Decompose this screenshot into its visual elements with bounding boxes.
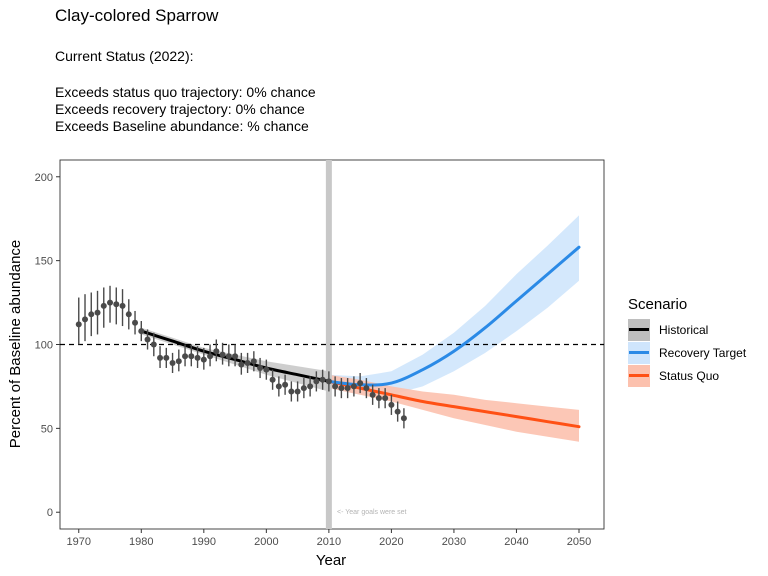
data-point: [307, 383, 314, 390]
data-point: [325, 378, 332, 385]
data-point: [119, 302, 126, 309]
data-point: [319, 376, 326, 383]
data-point: [244, 359, 251, 366]
series-line-recovery-target: [327, 245, 581, 387]
data-point: [219, 351, 226, 358]
data-point: [163, 354, 170, 361]
x-axis-label: Year: [316, 552, 346, 569]
data-point: [150, 341, 157, 348]
data-point: [375, 395, 382, 402]
data-point: [213, 348, 220, 355]
legend-item-historical: Historical: [628, 319, 708, 342]
x-tick-label: 1980: [129, 536, 153, 548]
y-tick-label: 100: [35, 340, 53, 352]
legend-title: Scenario: [628, 296, 688, 313]
data-point: [175, 358, 182, 365]
data-point: [275, 383, 282, 390]
data-point: [350, 383, 357, 390]
y-axis-label: Percent of Baseline abundance: [7, 240, 24, 448]
data-point: [282, 381, 289, 388]
x-tick-label: 2050: [567, 536, 591, 548]
data-point: [107, 299, 114, 306]
data-point: [338, 385, 345, 392]
legend: Scenario Historical Recovery Target Stat…: [628, 296, 746, 388]
data-point: [357, 380, 364, 387]
x-tick-label: 2020: [379, 536, 403, 548]
x-tick-label: 1970: [67, 536, 91, 548]
data-point: [132, 319, 139, 326]
legend-key-recovery-target: [628, 342, 650, 364]
legend-key-status-quo: [628, 365, 650, 387]
data-point: [250, 358, 257, 365]
data-point: [269, 376, 276, 383]
legend-item-status-quo: Status Quo: [628, 365, 719, 388]
data-point: [75, 321, 82, 328]
data-point: [82, 316, 89, 323]
data-point: [88, 311, 95, 318]
legend-item-recovery-target: Recovery Target: [628, 342, 746, 365]
x-tick-label: 2030: [442, 536, 466, 548]
y-tick-label: 50: [41, 423, 53, 435]
data-point: [157, 354, 164, 361]
legend-label-recovery-target: Recovery Target: [659, 346, 747, 360]
x-tick-label: 2000: [254, 536, 278, 548]
x-tick-label: 2010: [317, 536, 341, 548]
data-point: [332, 383, 339, 390]
legend-key-historical: [628, 319, 650, 341]
subtitle-baseline-chance: Exceeds Baseline abundance: % chance: [55, 118, 309, 134]
band-status-quo: [328, 374, 579, 442]
subtitle-status-heading: Current Status (2022):: [55, 48, 194, 64]
x-tick-label: 1990: [192, 536, 216, 548]
data-point: [263, 366, 270, 373]
data-point: [300, 385, 307, 392]
subtitle-status-quo-chance: Exceeds status quo trajectory: 0% chance: [55, 84, 316, 100]
data-point: [382, 395, 389, 402]
data-point: [94, 309, 101, 316]
data-point: [363, 385, 370, 392]
data-point: [313, 378, 320, 385]
data-point: [144, 336, 151, 343]
data-point: [125, 311, 132, 318]
series-line-status-quo: [327, 379, 581, 429]
goal-year-annotation: <- Year goals were set: [337, 509, 407, 516]
data-point: [207, 353, 214, 360]
data-point: [257, 364, 264, 371]
data-point: [169, 359, 176, 366]
data-point: [288, 388, 295, 395]
y-tick-label: 0: [47, 507, 53, 519]
data-point: [294, 388, 301, 395]
data-point: [138, 328, 145, 335]
data-point: [238, 361, 245, 368]
y-tick-label: 200: [35, 172, 53, 184]
data-point: [113, 301, 120, 308]
data-point: [200, 356, 207, 363]
subtitle-recovery-chance: Exceeds recovery trajectory: 0% chance: [55, 101, 305, 117]
goal-year-bar: [325, 160, 332, 529]
data-point: [188, 353, 195, 360]
chart-title: Clay-colored Sparrow: [55, 6, 219, 25]
x-tick-label: 2040: [504, 536, 528, 548]
data-point: [394, 408, 401, 415]
data-point: [182, 353, 189, 360]
data-point: [232, 353, 239, 360]
legend-label-historical: Historical: [659, 323, 709, 337]
y-tick-label: 150: [35, 256, 53, 268]
legend-label-status-quo: Status Quo: [659, 369, 720, 383]
data-point: [369, 391, 376, 398]
data-point: [194, 354, 201, 361]
data-point: [100, 302, 107, 309]
data-point: [400, 415, 407, 422]
data-point: [344, 385, 351, 392]
data-point: [388, 401, 395, 408]
data-point: [225, 353, 232, 360]
